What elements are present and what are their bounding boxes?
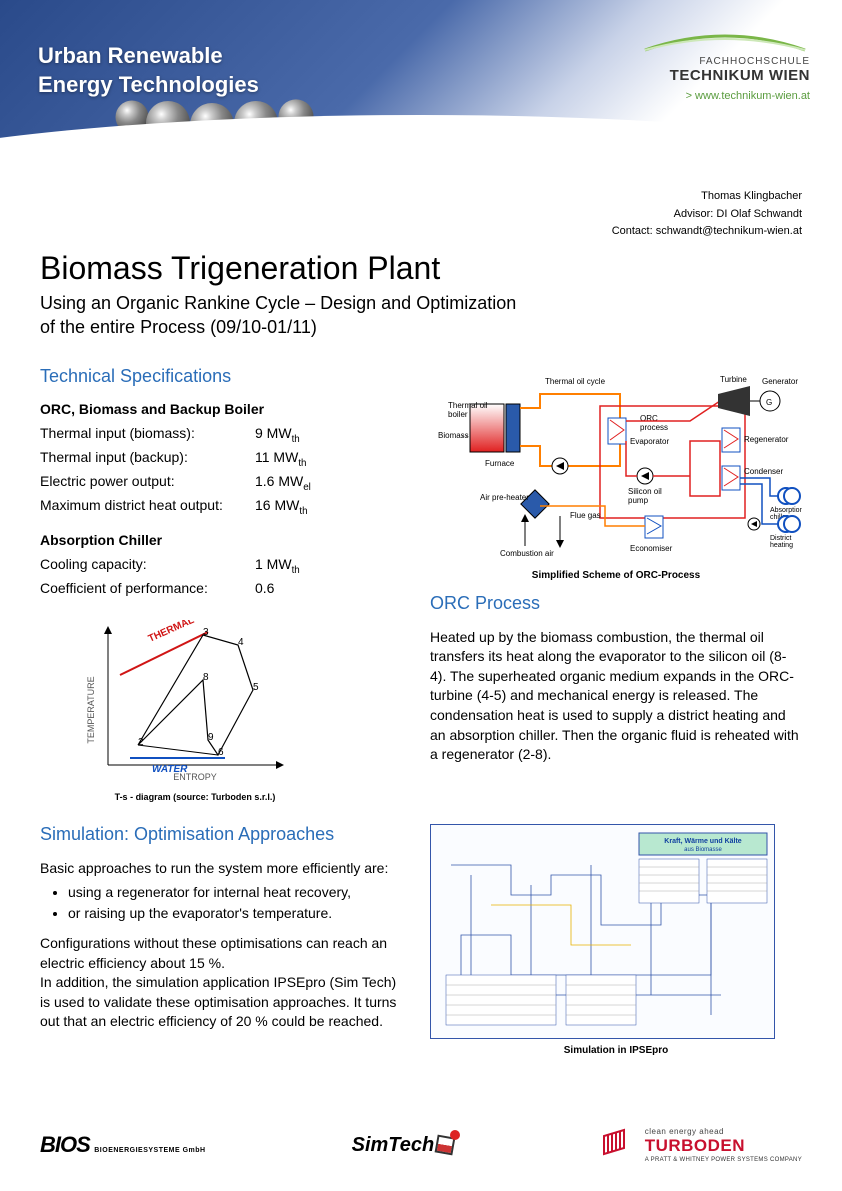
spec-value: 9 MWth	[255, 423, 300, 447]
spec-group1-heading: ORC, Biomass and Backup Boiler	[40, 401, 400, 417]
svg-text:Thermal oil cycle: Thermal oil cycle	[545, 377, 606, 386]
spec-value: 1 MWth	[255, 554, 300, 578]
spec-group2-heading: Absorption Chiller	[40, 532, 400, 548]
svg-text:heating: heating	[770, 542, 793, 549]
university-line2: TECHNIKUM WIEN	[640, 67, 810, 84]
svg-text:Economiser: Economiser	[630, 544, 673, 553]
university-url: > www.technikum-wien.at	[640, 90, 810, 102]
simulation-para2: Configurations without these optimisatio…	[40, 934, 400, 1032]
svg-text:Furnace: Furnace	[485, 459, 515, 468]
spec-value: 11 MWth	[255, 447, 306, 471]
svg-text:4: 4	[238, 637, 244, 648]
page-title: Biomass Trigeneration Plant	[40, 250, 802, 287]
spec-label: Maximum district heat output:	[40, 495, 255, 519]
orc-process-heading: ORC Process	[430, 593, 802, 614]
spec-value: 1.6 MWel	[255, 471, 311, 495]
simulation-bullet: or raising up the evaporator's temperatu…	[68, 904, 400, 924]
ts-caption: T-s - diagram (source: Turboden s.r.l.)	[80, 792, 310, 802]
header-banner: Urban Renewable Energy Technologies FACH…	[0, 0, 842, 165]
spec-row: Thermal input (biomass):9 MWth	[40, 423, 400, 447]
bios-logo-text: BIOS	[40, 1132, 90, 1157]
svg-text:3: 3	[203, 627, 209, 638]
svg-text:aus Biomasse: aus Biomasse	[684, 847, 722, 853]
svg-text:Evaporator: Evaporator	[630, 437, 669, 446]
svg-text:Flue gas: Flue gas	[570, 511, 601, 520]
svg-text:8: 8	[203, 672, 209, 683]
turboden-name: TURBODEN	[645, 1136, 802, 1156]
spec-label: Cooling capacity:	[40, 554, 255, 578]
spec-label: Thermal input (biomass):	[40, 423, 255, 447]
author-name: Thomas Klingbacher	[612, 188, 802, 206]
orc-scheme-caption: Simplified Scheme of ORC-Process	[430, 570, 802, 581]
svg-text:5: 5	[253, 682, 259, 693]
svg-text:Kraft, Wärme und Kälte: Kraft, Wärme und Kälte	[664, 838, 742, 845]
svg-text:Silicon oil: Silicon oil	[628, 487, 662, 496]
banner-title: Urban Renewable Energy Technologies	[38, 42, 259, 99]
left-column: Technical Specifications ORC, Biomass an…	[40, 366, 400, 803]
bios-logo-sub: BIOENERGIESYSTEME GmbH	[94, 1147, 205, 1154]
simulation-intro-text: Basic approaches to run the system more …	[40, 860, 388, 876]
simtech-dot-icon	[450, 1130, 460, 1140]
simulation-text-column: Simulation: Optimisation Approaches Basi…	[40, 824, 400, 1056]
university-line1: FACHHOCHSCHULE	[640, 56, 810, 67]
ts-diagram: TEMPERATURE ENTROPY THERMAL OIL WATER 23…	[80, 620, 310, 802]
svg-text:9: 9	[208, 732, 214, 743]
banner-title-line2: Energy Technologies	[38, 72, 259, 97]
spec-row: Thermal input (backup):11 MWth	[40, 447, 400, 471]
spec-row: Electric power output:1.6 MWel	[40, 471, 400, 495]
svg-text:6: 6	[218, 747, 224, 758]
turboden-icon	[600, 1128, 634, 1163]
svg-text:boiler: boiler	[448, 410, 468, 419]
orc-process-body: Heated up by the biomass combustion, the…	[430, 628, 802, 765]
simulation-diagram-column: Kraft, Wärme und Kälte aus Biomasse	[430, 824, 802, 1056]
simulation-bullet: using a regenerator for internal heat re…	[68, 883, 400, 903]
spec-label: Electric power output:	[40, 471, 255, 495]
svg-text:Combustion air: Combustion air	[500, 549, 554, 558]
author-advisor: Advisor: DI Olaf Schwandt	[612, 206, 802, 224]
spec-value: 16 MWth	[255, 495, 308, 519]
svg-text:pump: pump	[628, 496, 649, 505]
banner-title-line1: Urban Renewable	[38, 43, 223, 68]
turboden-logo: clean energy ahead TURBODEN A PRATT & WH…	[600, 1127, 802, 1163]
turboden-tagline: clean energy ahead	[645, 1127, 802, 1136]
svg-text:District: District	[770, 535, 791, 542]
svg-text:Turbine: Turbine	[720, 375, 747, 384]
svg-text:Regenerator: Regenerator	[744, 435, 789, 444]
ts-axis-y: TEMPERATURE	[86, 676, 96, 743]
university-logo: FACHHOCHSCHULE TECHNIKUM WIEN > www.tech…	[640, 28, 810, 102]
svg-text:Absorption: Absorption	[770, 507, 802, 514]
main-content: Biomass Trigeneration Plant Using an Org…	[40, 250, 802, 1056]
simtech-logo: SimTech	[352, 1134, 455, 1157]
svg-text:Air pre-heater: Air pre-heater	[480, 493, 529, 502]
spec-row: Cooling capacity:1 MWth	[40, 554, 400, 578]
footer-logos: BIOS BIOENERGIESYSTEME GmbH SimTech clea…	[40, 1127, 802, 1163]
spec-value: 0.6	[255, 578, 274, 600]
author-block: Thomas Klingbacher Advisor: DI Olaf Schw…	[612, 188, 802, 241]
svg-text:Condenser: Condenser	[744, 467, 783, 476]
ipsepro-diagram: Kraft, Wärme und Kälte aus Biomasse	[430, 824, 775, 1039]
simulation-intro: Basic approaches to run the system more …	[40, 859, 400, 924]
page-subtitle: Using an Organic Rankine Cycle – Design …	[40, 291, 520, 340]
orc-scheme-diagram: Thermal oil boiler Biomass Furnace Therm…	[430, 366, 802, 581]
university-logo-arc	[640, 28, 810, 54]
tech-specs-heading: Technical Specifications	[40, 366, 400, 387]
spec-label: Coefficient of performance:	[40, 578, 255, 600]
svg-text:2: 2	[138, 737, 144, 748]
svg-text:Thermal oil: Thermal oil	[448, 401, 488, 410]
spec-row: Coefficient of performance:0.6	[40, 578, 400, 600]
author-contact: Contact: schwandt@technikum-wien.at	[612, 223, 802, 241]
simulation-heading: Simulation: Optimisation Approaches	[40, 824, 400, 845]
simtech-logo-text: SimTech	[352, 1134, 435, 1156]
svg-text:Generator: Generator	[762, 377, 798, 386]
svg-text:WATER: WATER	[152, 764, 188, 775]
spec-label: Thermal input (backup):	[40, 447, 255, 471]
ipsepro-caption: Simulation in IPSEpro	[430, 1045, 802, 1056]
spec-row: Maximum district heat output:16 MWth	[40, 495, 400, 519]
svg-text:G: G	[766, 398, 772, 407]
svg-text:Biomass: Biomass	[438, 431, 469, 440]
right-column: Thermal oil boiler Biomass Furnace Therm…	[430, 366, 802, 803]
svg-text:process: process	[640, 423, 668, 432]
bios-logo: BIOS BIOENERGIESYSTEME GmbH	[40, 1132, 206, 1158]
turboden-sub: A PRATT & WHITNEY POWER SYSTEMS COMPANY	[645, 1157, 802, 1163]
